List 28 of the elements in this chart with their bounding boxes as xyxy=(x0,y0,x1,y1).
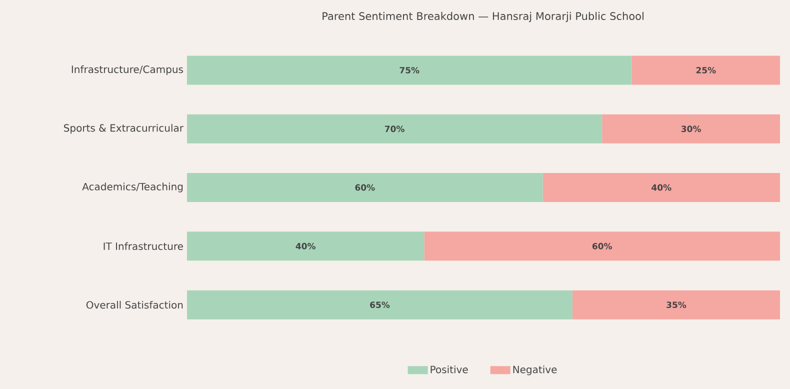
y-tick-label: Overall Satisfaction xyxy=(86,300,183,309)
bar xyxy=(602,114,780,144)
data-label: 35% xyxy=(666,302,686,308)
y-tick-label: Academics/Teaching xyxy=(82,182,183,192)
data-label: 25% xyxy=(696,66,716,74)
bar xyxy=(424,232,780,261)
legend-label: Positive xyxy=(430,366,468,374)
data-label: 30% xyxy=(681,126,701,132)
bar xyxy=(632,56,780,85)
data-label: 75% xyxy=(400,66,420,74)
y-tick-label: IT Infrastructure xyxy=(104,242,183,250)
data-label: 60% xyxy=(592,242,612,250)
bar xyxy=(187,232,424,261)
bar xyxy=(542,173,780,202)
legend-label: Negative xyxy=(513,366,557,376)
data-label: 65% xyxy=(370,302,390,308)
y-tick-label: Infrastructure/Campus xyxy=(72,65,184,76)
data-label: 70% xyxy=(384,126,404,132)
bar xyxy=(187,56,632,85)
data-label: 60% xyxy=(355,184,375,191)
bar xyxy=(187,173,543,202)
y-tick-label: Sports & Extracurricular xyxy=(64,124,184,134)
bar xyxy=(187,290,572,320)
bar xyxy=(187,114,602,144)
data-label: 40% xyxy=(296,242,316,250)
bar xyxy=(572,290,780,320)
chart-title: Parent Sentiment Breakdown — Hansraj Morarji Public School xyxy=(322,12,644,22)
data-label: 40% xyxy=(652,184,672,191)
